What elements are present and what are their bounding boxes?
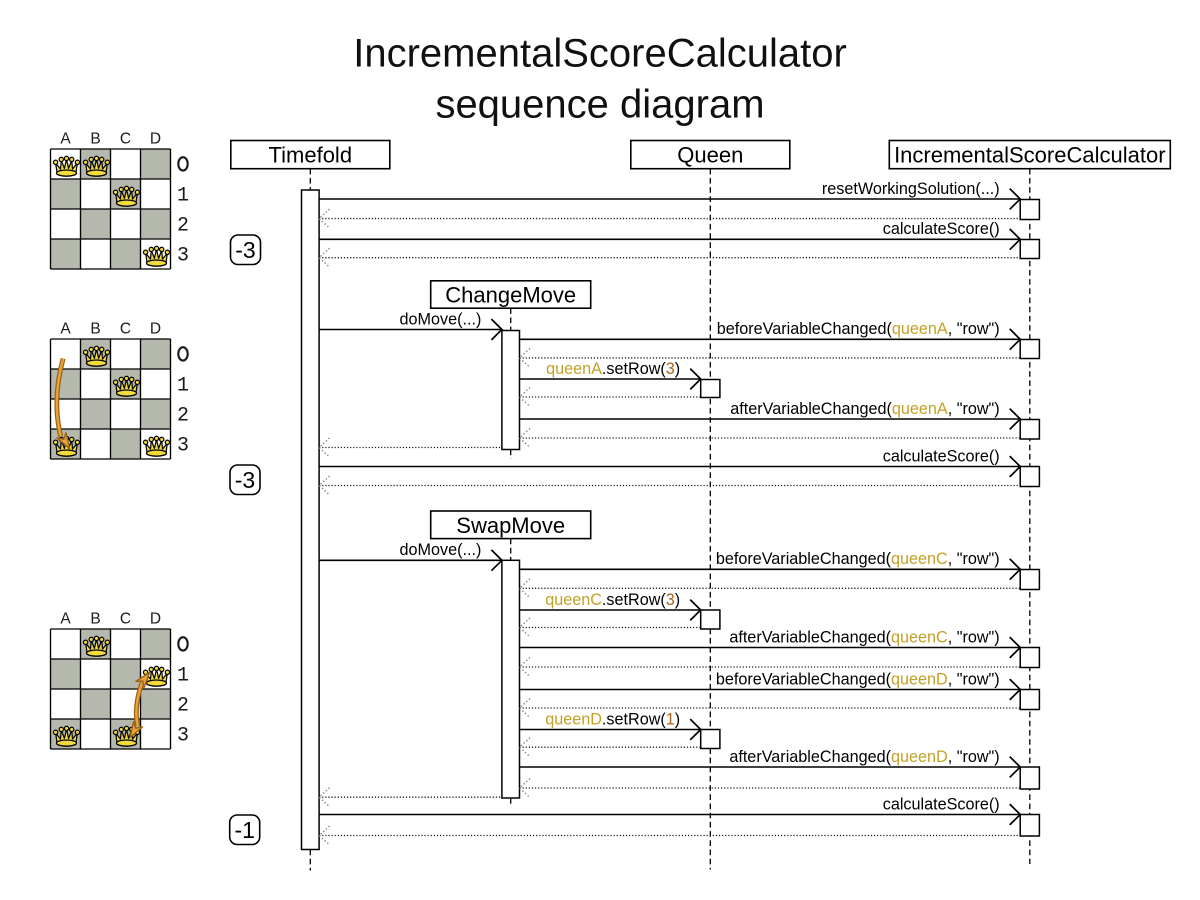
svg-text:3: 3 — [177, 245, 189, 268]
svg-text:calculateScore(): calculateScore() — [883, 447, 1000, 465]
svg-text:afterVariableChanged(queenC, ": afterVariableChanged(queenC, "row") — [729, 628, 999, 646]
svg-text:2: 2 — [177, 215, 189, 238]
svg-text:A: A — [60, 611, 71, 628]
svg-text:1: 1 — [177, 375, 189, 398]
svg-text:-1: -1 — [234, 817, 254, 843]
svg-text:2: 2 — [177, 695, 189, 718]
svg-text:3: 3 — [177, 725, 189, 748]
svg-text:sequence diagram: sequence diagram — [435, 83, 764, 127]
svg-text:A: A — [60, 131, 71, 148]
svg-text:beforeVariableChanged(queenC,: beforeVariableChanged(queenC, "row") — [716, 550, 1000, 568]
svg-text:doMove(...): doMove(...) — [400, 541, 482, 559]
svg-text:D: D — [150, 321, 161, 338]
svg-text:beforeVariableChanged(queenD,: beforeVariableChanged(queenD, "row") — [716, 670, 1000, 688]
svg-text:Queen: Queen — [677, 143, 743, 168]
svg-text:D: D — [150, 611, 161, 628]
svg-text:IncrementalScoreCalculator: IncrementalScoreCalculator — [353, 32, 847, 76]
svg-text:3: 3 — [177, 435, 189, 458]
svg-text:queenC.setRow(3): queenC.setRow(3) — [545, 591, 680, 609]
svg-text:doMove(...): doMove(...) — [400, 310, 482, 328]
svg-text:resetWorkingSolution(...): resetWorkingSolution(...) — [822, 180, 1000, 198]
svg-text:B: B — [90, 611, 100, 628]
svg-text:calculateScore(): calculateScore() — [883, 220, 1000, 238]
svg-text:SwapMove: SwapMove — [456, 513, 565, 538]
svg-text:1: 1 — [177, 185, 189, 208]
svg-text:D: D — [150, 131, 161, 148]
svg-text:afterVariableChanged(queenD, ": afterVariableChanged(queenD, "row") — [729, 748, 999, 766]
svg-text:queenA.setRow(3): queenA.setRow(3) — [546, 360, 680, 378]
svg-text:-3: -3 — [235, 467, 255, 493]
svg-text:calculateScore(): calculateScore() — [883, 795, 1000, 813]
svg-text:beforeVariableChanged(queenA,: beforeVariableChanged(queenA, "row") — [717, 320, 1000, 338]
svg-text:C: C — [120, 321, 131, 338]
svg-text:B: B — [90, 131, 100, 148]
svg-text:1: 1 — [177, 665, 189, 688]
svg-text:A: A — [60, 321, 71, 338]
svg-text:ChangeMove: ChangeMove — [445, 283, 576, 308]
svg-text:-3: -3 — [235, 237, 255, 263]
svg-text:B: B — [90, 321, 100, 338]
svg-text:queenD.setRow(1): queenD.setRow(1) — [545, 710, 680, 728]
svg-text:C: C — [120, 131, 131, 148]
svg-text:Timefold: Timefold — [269, 143, 353, 168]
svg-text:IncrementalScoreCalculator: IncrementalScoreCalculator — [894, 143, 1165, 168]
svg-text:2: 2 — [177, 405, 189, 428]
svg-text:C: C — [120, 611, 131, 628]
svg-text:afterVariableChanged(queenA, ": afterVariableChanged(queenA, "row") — [730, 400, 999, 418]
